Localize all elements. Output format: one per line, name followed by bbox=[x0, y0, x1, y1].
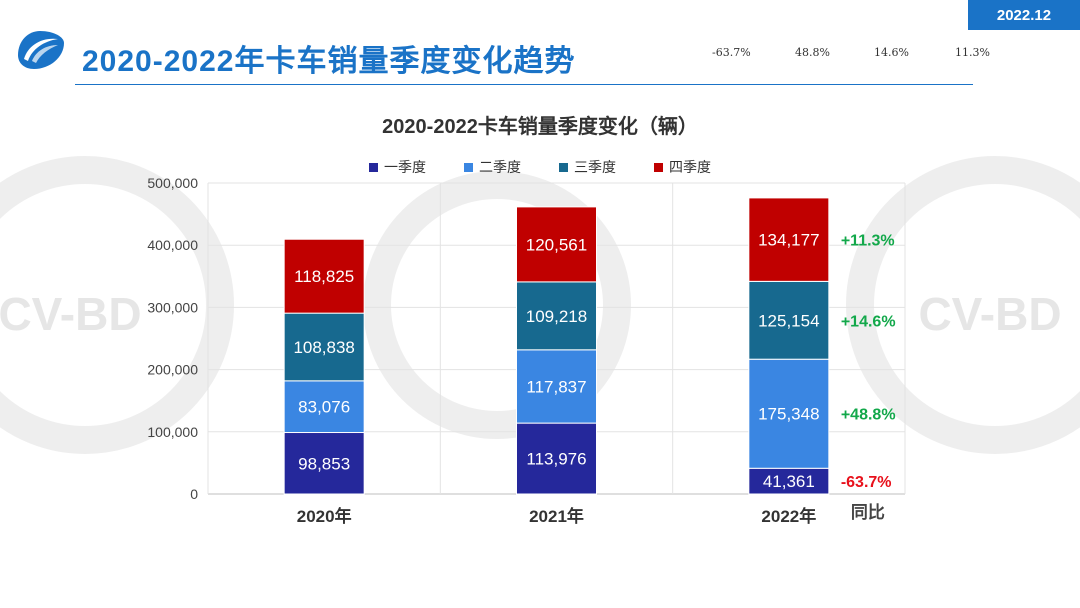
x-tick-label: 2022年 bbox=[761, 506, 816, 526]
x-tick-label: 2020年 bbox=[297, 506, 352, 526]
yoy-label: +14.6% bbox=[841, 313, 896, 330]
legend-label: 一季度 bbox=[384, 159, 426, 175]
watermark-text: CV-BD bbox=[0, 288, 142, 340]
legend-label: 四季度 bbox=[669, 159, 711, 175]
stray-value: 14.6% bbox=[874, 46, 909, 59]
title-divider bbox=[75, 84, 973, 85]
data-label: 175,348 bbox=[758, 405, 819, 424]
bar-segment bbox=[748, 467, 830, 495]
legend-swatch bbox=[654, 162, 663, 172]
legend-swatch bbox=[464, 162, 473, 172]
y-tick-label: 200,000 bbox=[147, 362, 198, 378]
bar-segment bbox=[516, 281, 597, 351]
bar-segment bbox=[283, 380, 365, 434]
data-label: 83,076 bbox=[298, 398, 350, 417]
legend-label: 二季度 bbox=[479, 159, 521, 175]
bar-segment bbox=[516, 349, 597, 424]
data-label: 98,853 bbox=[298, 454, 350, 473]
bar-segment bbox=[516, 422, 597, 495]
data-label: 120,561 bbox=[526, 235, 587, 254]
x-tick-label: 2021年 bbox=[529, 506, 584, 526]
y-tick-label: 0 bbox=[190, 486, 198, 502]
bar-segment bbox=[516, 206, 597, 283]
legend-swatch bbox=[559, 162, 568, 172]
date-badge: 2022.12 bbox=[968, 0, 1080, 30]
legend-label: 三季度 bbox=[574, 159, 616, 175]
data-label: 125,154 bbox=[758, 311, 819, 330]
data-label: 41,361 bbox=[763, 472, 815, 491]
data-label: 118,825 bbox=[294, 267, 354, 286]
data-label: 113,976 bbox=[526, 450, 586, 469]
bar-segment bbox=[748, 280, 830, 360]
yoy-label: -63.7% bbox=[841, 474, 892, 491]
yoy-label: +11.3% bbox=[841, 233, 895, 250]
chart-title: 2020-2022卡车销量季度变化（辆） bbox=[382, 116, 698, 138]
data-label: 134,177 bbox=[758, 231, 819, 250]
bar-segment bbox=[748, 197, 830, 282]
y-tick-label: 400,000 bbox=[147, 237, 198, 253]
legend-item-q3: 三季度 bbox=[559, 157, 616, 177]
legend-item-q1: 一季度 bbox=[369, 157, 426, 177]
bar-segment bbox=[748, 358, 830, 469]
bar-segment bbox=[283, 238, 365, 314]
chart-legend: 一季度 二季度 三季度 四季度 bbox=[0, 157, 1080, 177]
yoy-header: 同比 bbox=[851, 502, 885, 522]
bar-segment bbox=[283, 312, 365, 382]
y-tick-label: 500,000 bbox=[147, 175, 198, 191]
stray-value: -63.7% bbox=[712, 46, 751, 59]
yoy-label: +48.8% bbox=[841, 407, 896, 424]
page-title: 2020-2022年卡车销量季度变化趋势 bbox=[82, 45, 576, 78]
legend-item-q2: 二季度 bbox=[464, 157, 521, 177]
stray-value: 11.3% bbox=[955, 46, 990, 59]
logo-icon bbox=[18, 31, 64, 69]
y-tick-label: 100,000 bbox=[147, 424, 198, 440]
data-label: 108,838 bbox=[293, 338, 354, 357]
y-tick-label: 300,000 bbox=[147, 299, 198, 315]
data-label: 117,837 bbox=[526, 377, 586, 396]
stray-value: 48.8% bbox=[795, 46, 830, 59]
legend-item-q4: 四季度 bbox=[654, 157, 711, 177]
legend-swatch bbox=[369, 162, 378, 172]
data-label: 109,218 bbox=[526, 307, 587, 326]
watermark-text: CV-BD bbox=[918, 288, 1061, 340]
